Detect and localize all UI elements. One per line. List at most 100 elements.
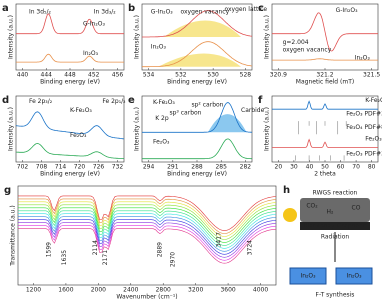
- annotation: K 2p: [155, 115, 169, 122]
- curve: [16, 143, 125, 160]
- x-tick-label: 2400: [123, 287, 138, 294]
- curve: [272, 138, 378, 148]
- x-tick-label: 720: [74, 164, 86, 171]
- curve: [18, 228, 277, 264]
- y-axis-label: Intensity (a.u.): [134, 15, 141, 59]
- x-tick-label: 282: [240, 164, 252, 171]
- x-axis-label: Binding energy (eV): [167, 79, 227, 86]
- annotation: In₂O₃: [151, 43, 167, 50]
- panel-label: h: [283, 185, 290, 196]
- annotation: 1635: [61, 250, 68, 265]
- diagram-label: H₂: [327, 209, 335, 216]
- annotation: In 3d₅/₂: [29, 8, 52, 15]
- panel-label: f: [258, 95, 263, 106]
- x-tick-label: 20: [275, 164, 283, 171]
- curve: [272, 100, 378, 110]
- annotation: Fe₂O₃: [153, 139, 170, 146]
- annotation: G-In₂O₃: [83, 20, 106, 27]
- annotation: In₂O₃: [355, 55, 371, 62]
- annotation: oxygen vacancy: [181, 8, 230, 15]
- graphene-bar: [300, 222, 370, 230]
- panel-label: c: [258, 3, 264, 14]
- y-axis-label: Intensity (a.u.): [264, 107, 271, 151]
- x-axis-label: Binding energy (eV): [40, 79, 100, 86]
- catalyst-2: [335, 267, 373, 285]
- curve: [18, 210, 277, 246]
- x-tick-label: 30: [290, 164, 298, 171]
- x-tick-label: 534: [143, 72, 155, 79]
- fill-area: [164, 20, 241, 37]
- curve: [16, 13, 124, 35]
- x-tick-label: 80: [368, 164, 376, 171]
- x-tick-label: 456: [112, 72, 124, 79]
- annotation: 2171: [102, 250, 109, 265]
- x-tick-label: 321.5: [363, 72, 380, 79]
- curve: [272, 58, 378, 61]
- x-axis-label: Binding energy (eV): [167, 171, 227, 178]
- panel-label: a: [2, 3, 9, 14]
- x-tick-label: 726: [93, 164, 105, 171]
- curve: [18, 201, 277, 237]
- curve: [18, 195, 277, 231]
- curve: [18, 216, 277, 252]
- diagram-label: RWGS reaction: [313, 190, 358, 197]
- annotation: In 3d₃/₂: [94, 8, 117, 15]
- x-tick-label: 448: [64, 72, 76, 79]
- x-tick-label: 50: [321, 164, 329, 171]
- x-tick-label: 321.2: [316, 72, 333, 79]
- panel-label: d: [2, 95, 9, 106]
- x-tick-label: 708: [36, 164, 48, 171]
- fill-area: [158, 53, 241, 67]
- x-axis-label: Binding energy (eV): [40, 171, 100, 178]
- x-tick-label: 732: [112, 164, 124, 171]
- x-tick-label: 2000: [91, 287, 106, 294]
- x-tick-label: 40: [306, 164, 314, 171]
- x-tick-label: 285: [215, 164, 227, 171]
- annotation: K-Fe₂O₃: [70, 107, 92, 114]
- y-axis-label: Intensity (a.u.): [264, 15, 271, 59]
- x-tick-label: 2800: [156, 287, 171, 294]
- diagram-label: In₂O₃: [300, 273, 316, 280]
- x-tick-label: 530: [207, 72, 219, 79]
- x-tick-label: 4000: [253, 287, 268, 294]
- curve: [16, 53, 124, 63]
- annotation: Fe₃O₄ PDF#85-0987: [346, 124, 382, 131]
- y-axis-label: Transmittance (a.u.): [10, 205, 17, 266]
- curve: [18, 204, 277, 240]
- x-tick-label: 444: [41, 72, 53, 79]
- x-tick-label: 3600: [220, 287, 235, 294]
- annotation: sp³ carbon: [170, 110, 202, 117]
- diagram-label: In₂O₃: [346, 273, 362, 280]
- panel-label: b: [128, 3, 135, 14]
- curve: [18, 207, 277, 243]
- plot-frame: [17, 185, 277, 286]
- annotation: Fe 2p₁/₂: [102, 98, 126, 105]
- curve: [18, 225, 277, 261]
- x-tick-label: 452: [88, 72, 100, 79]
- diagram-label: CO₂: [306, 203, 318, 210]
- x-tick-label: 288: [191, 164, 203, 171]
- sun: [283, 208, 297, 222]
- annotation: Fe₂O₃ PDF#39-1346: [346, 110, 382, 117]
- curve: [272, 12, 378, 52]
- diagram-label: CO: [352, 205, 361, 212]
- diagram-label: Radiation: [321, 234, 350, 241]
- annotation: 3724: [247, 240, 254, 255]
- diagram-label: F-T synthesis: [316, 292, 355, 299]
- annotation: K-Fe₂O₃: [365, 97, 382, 104]
- annotation: Carbide: [241, 107, 265, 114]
- x-tick-label: 532: [175, 72, 187, 79]
- reactor: [300, 198, 370, 222]
- annotation: Fe 2p₃/₂: [29, 98, 53, 105]
- x-tick-label: 1600: [58, 287, 73, 294]
- annotation: oxygen vacancy: [283, 47, 332, 54]
- curve: [142, 41, 253, 68]
- annotation: 2889: [156, 242, 163, 257]
- x-tick-label: 291: [167, 164, 179, 171]
- x-tick-label: 714: [55, 164, 67, 171]
- plot-frame: [15, 95, 125, 163]
- x-axis-label: 2 theta: [314, 171, 336, 178]
- panel-label: g: [4, 185, 11, 196]
- x-tick-label: 1200: [26, 287, 41, 294]
